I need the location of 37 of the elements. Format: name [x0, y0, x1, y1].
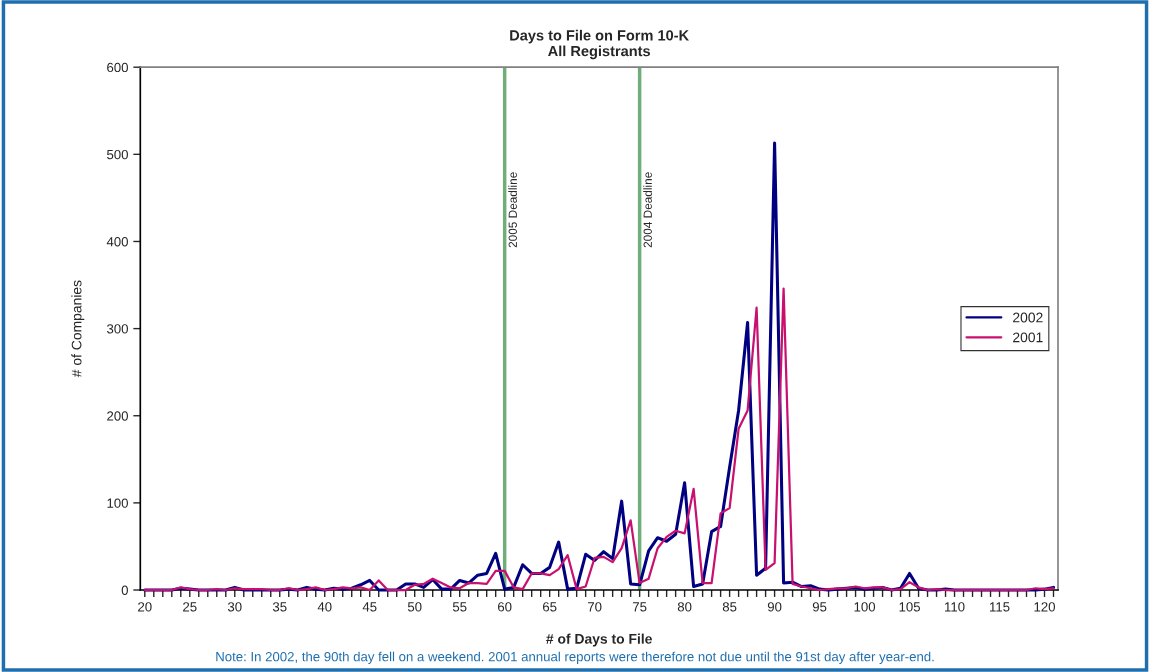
x-tick-label: 80 [677, 602, 692, 612]
x-tick-label: 105 [899, 602, 920, 612]
x-tick-label: 70 [587, 602, 602, 612]
x-tick-label: 110 [945, 602, 965, 612]
x-tick-label: 120 [1034, 602, 1055, 612]
x-tick-label: 20 [138, 602, 152, 612]
y-tick-label: 500 [107, 149, 128, 160]
x-tick-label: 55 [452, 602, 467, 612]
y-tick-label: 600 [107, 62, 128, 73]
y-tick-label: 300 [106, 324, 128, 334]
x-tick-label: 50 [407, 602, 422, 612]
x-tick-label: 60 [498, 602, 512, 612]
legend-label: 2001 [1013, 332, 1043, 343]
x-axis-title: # of Days to File [546, 633, 652, 647]
y-axis-title: # of Companies [71, 280, 85, 378]
x-tick-label: 100 [854, 602, 876, 612]
x-tick-label: 45 [362, 602, 377, 612]
chart-title: Days to File on Form 10-K All Registrants [510, 29, 689, 60]
x-tick-label: 90 [767, 602, 782, 612]
x-tick-label: 65 [543, 602, 557, 612]
x-tick-label: 35 [272, 602, 287, 612]
y-tick-label: 200 [107, 411, 128, 421]
y-tick-label: 400 [106, 237, 128, 247]
x-tick-label: 30 [227, 602, 242, 612]
x-tick-label: 25 [183, 602, 197, 612]
ref-line-label: 2005 Deadline [508, 172, 517, 248]
x-tick-label: 85 [722, 602, 737, 612]
y-tick-label: 100 [107, 498, 128, 508]
ref-line-label: 2004 Deadline [643, 172, 652, 248]
x-tick-label: 115 [990, 602, 1010, 612]
x-tick-label: 95 [812, 602, 827, 612]
x-tick-label: 40 [317, 602, 332, 612]
legend-label: 2002 [1013, 312, 1043, 323]
text: Note: In 2002, the 90th day fell on a weekend. 2001 annual reports were therefore not due until the 91st day after year-end. [216, 651, 934, 664]
x-tick-label: 75 [632, 602, 647, 612]
y-tick-label: 0 [121, 585, 128, 595]
line-series [143, 287, 1055, 592]
